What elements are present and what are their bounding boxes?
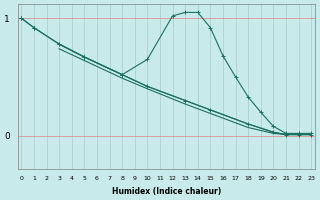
X-axis label: Humidex (Indice chaleur): Humidex (Indice chaleur)	[112, 187, 221, 196]
